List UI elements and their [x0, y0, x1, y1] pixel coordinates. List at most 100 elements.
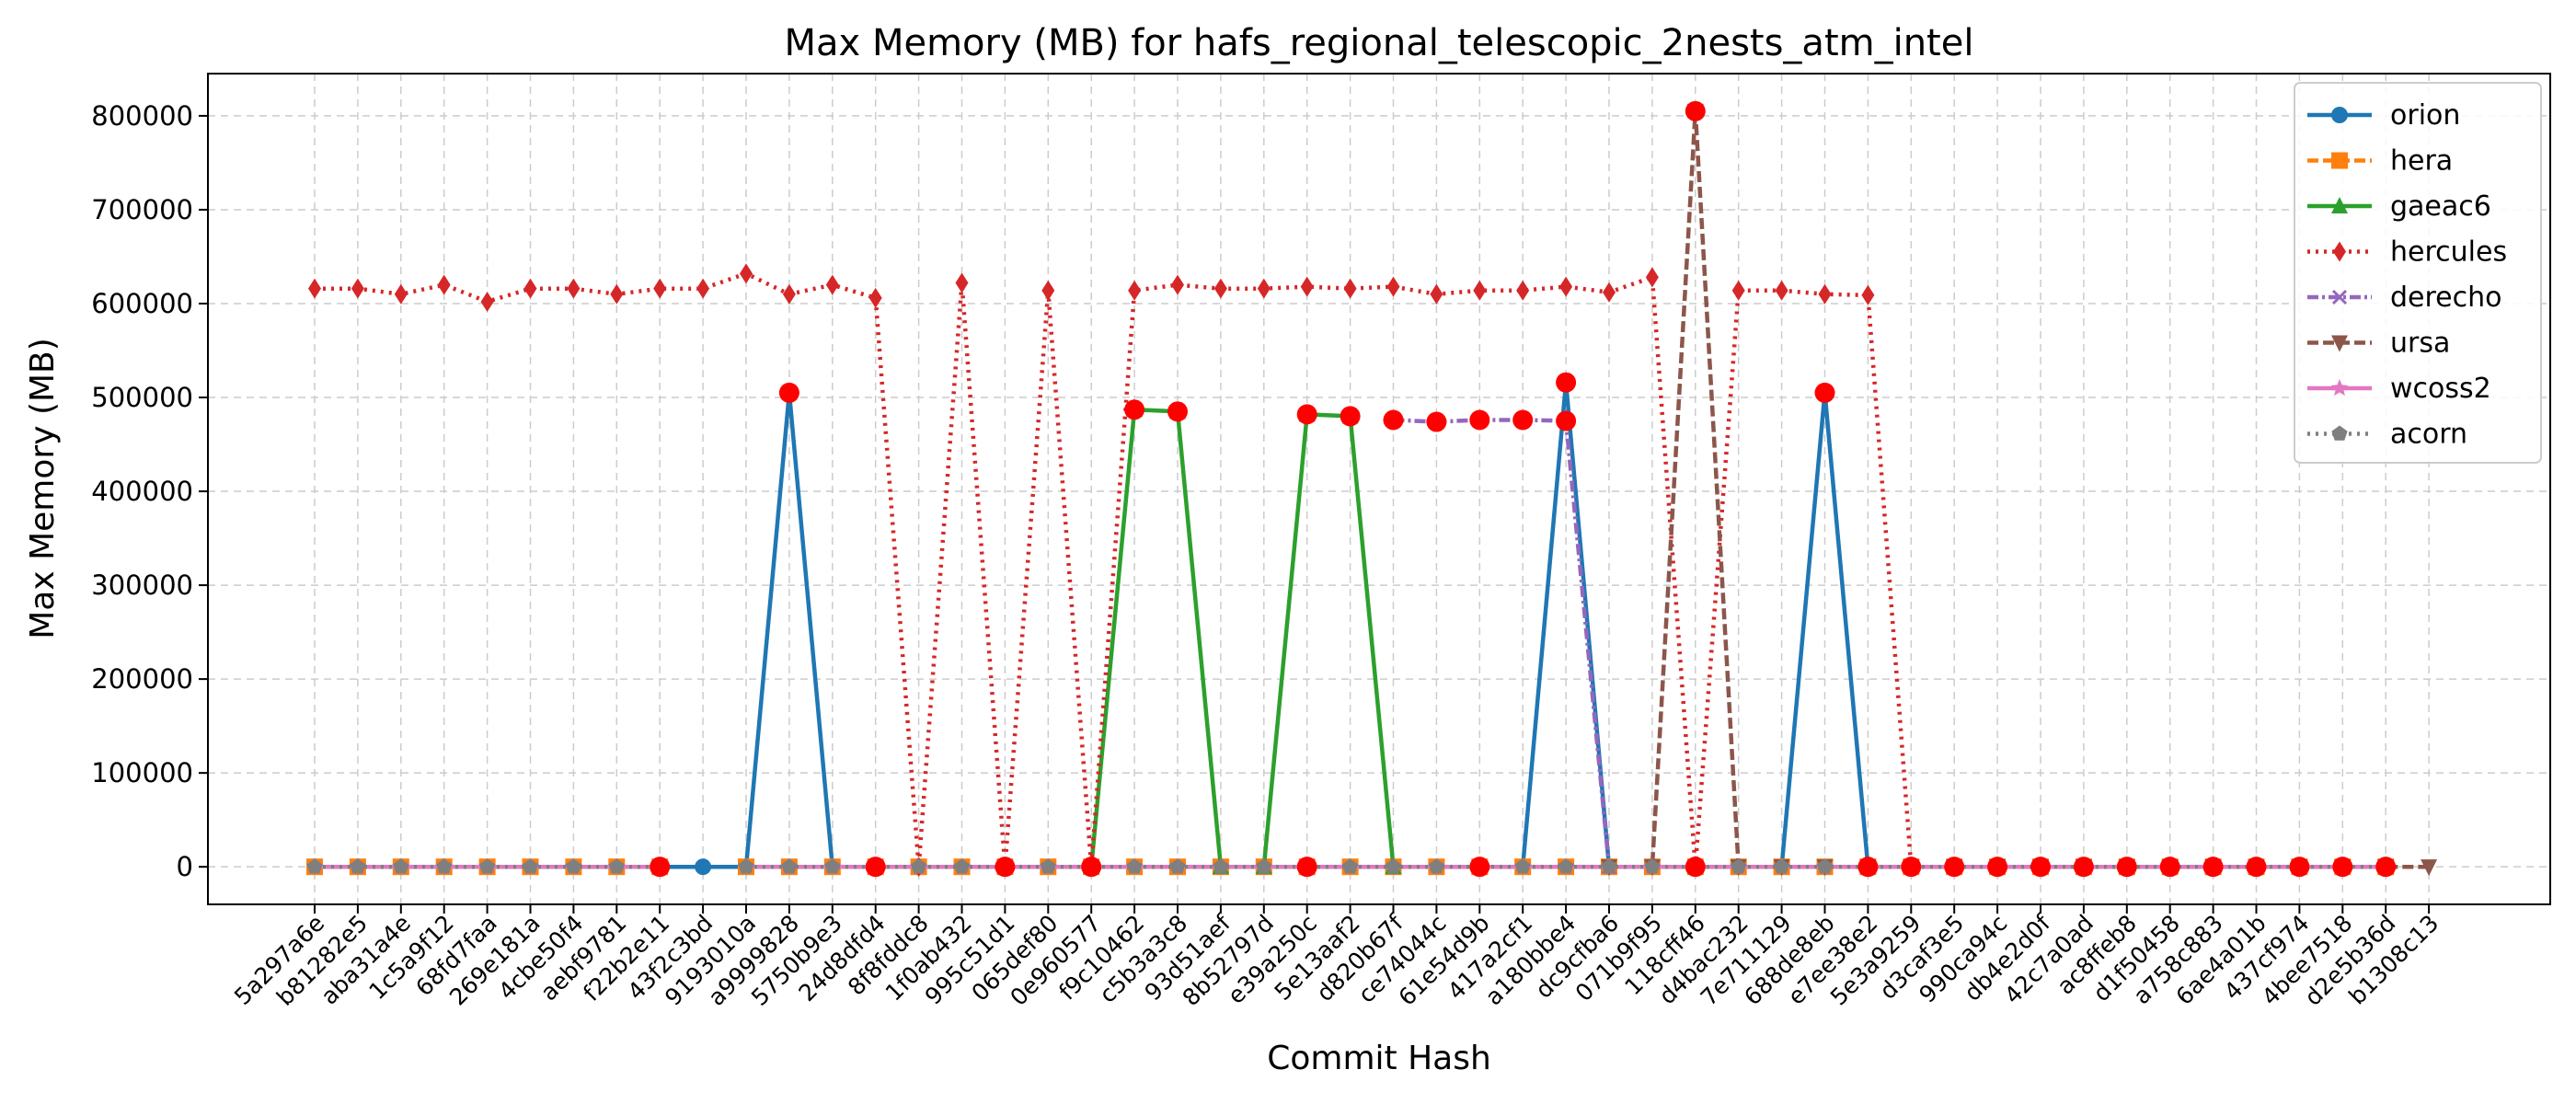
- data-point: [782, 283, 796, 305]
- highlight-point: [1901, 857, 1922, 878]
- legend-marker: [2331, 289, 2348, 305]
- highlight-point: [2073, 857, 2094, 878]
- data-point: [955, 272, 969, 293]
- data-point: [1559, 276, 1573, 297]
- highlight-point: [1556, 410, 1577, 431]
- data-point: [1514, 858, 1531, 874]
- series-hercules: [308, 263, 1918, 878]
- data-point: [1257, 278, 1271, 299]
- highlight-point: [1340, 406, 1361, 427]
- data-point: [1300, 276, 1314, 297]
- data-point: [480, 291, 494, 312]
- y-tick-label: 100000: [91, 757, 193, 788]
- highlight-point: [995, 857, 1016, 878]
- highlight-point: [1469, 857, 1490, 878]
- data-point: [781, 858, 798, 874]
- x-axis-label: Commit Hash: [1267, 1040, 1491, 1077]
- data-point: [1601, 858, 1617, 874]
- legend-item-ursa: ursa: [2307, 328, 2450, 360]
- legend-marker: [2331, 107, 2348, 123]
- highlight-point: [2332, 857, 2353, 878]
- legend-marker: [2331, 152, 2348, 169]
- data-point: [1041, 280, 1055, 301]
- data-point: [1386, 276, 1400, 297]
- legend-item-orion: orion: [2307, 99, 2460, 132]
- data-point: [479, 858, 496, 874]
- legend-marker: [2330, 379, 2349, 397]
- data-point: [1040, 858, 1056, 874]
- legend-item-gaeac6: gaeac6: [2307, 190, 2491, 223]
- data-point: [1473, 280, 1487, 301]
- data-point: [1861, 284, 1875, 305]
- data-point: [1775, 280, 1788, 301]
- data-point: [1213, 278, 1227, 299]
- legend: orion hera gaeac6 hercules derecho ursa wcoss2…: [2294, 82, 2542, 464]
- data-point: [1342, 858, 1359, 874]
- legend-marker: [2331, 335, 2348, 352]
- legend-label: hera: [2390, 145, 2453, 178]
- legend-marker: [2333, 241, 2346, 262]
- data-point: [394, 283, 408, 305]
- legend-item-hercules: hercules: [2307, 236, 2507, 269]
- y-tick-label: 800000: [91, 100, 193, 132]
- legend-label: ursa: [2390, 328, 2450, 360]
- data-point: [610, 283, 624, 305]
- data-point: [306, 858, 323, 874]
- series-line-hercules: [315, 271, 1914, 869]
- legend-label: derecho: [2390, 282, 2502, 314]
- series-gaeac6: [1083, 400, 1402, 875]
- data-point: [1343, 278, 1357, 299]
- data-point: [1428, 858, 1444, 874]
- series-line-orion: [315, 380, 1870, 869]
- data-point: [608, 858, 625, 874]
- x-axis-ticks: 5a297a6eb81282e5aba31a4e1c5a9f1268fd7faa…: [229, 904, 2444, 1011]
- data-point: [1644, 858, 1661, 874]
- legend-label: acorn: [2390, 419, 2467, 451]
- highlight-point: [1426, 411, 1447, 432]
- data-point: [350, 858, 366, 874]
- data-point: [653, 278, 667, 299]
- data-point: [437, 274, 451, 295]
- highlight-point: [865, 857, 886, 878]
- data-point: [1731, 280, 1745, 301]
- data-point: [824, 858, 841, 874]
- data-point: [308, 278, 321, 299]
- data-point: [1169, 858, 1186, 874]
- data-point: [1731, 858, 1747, 874]
- highlight-point: [1383, 409, 1404, 431]
- legend-box: [2294, 82, 2542, 464]
- data-point: [2421, 859, 2438, 877]
- highlight-point: [1167, 401, 1188, 422]
- data-point: [1516, 280, 1530, 301]
- data-point: [1603, 282, 1616, 303]
- highlight-point: [1296, 857, 1317, 878]
- highlight-point: [778, 382, 799, 403]
- data-point: [1385, 858, 1402, 874]
- highlight-point: [1124, 399, 1145, 420]
- data-point: [696, 278, 710, 299]
- data-point: [565, 858, 581, 874]
- data-point: [1171, 274, 1184, 295]
- highlight-point: [1469, 409, 1490, 431]
- y-axis-ticks: 0 100000 200000 300000 400000 500000 600000 700…: [91, 100, 208, 882]
- highlight-point: [2159, 857, 2180, 878]
- data-point: [868, 287, 882, 308]
- data-point: [1816, 858, 1834, 874]
- y-tick-label: 400000: [91, 476, 193, 507]
- y-tick-label: 600000: [91, 288, 193, 319]
- legend-label: orion: [2390, 99, 2460, 132]
- series-line-gaeac6: [1088, 408, 1396, 869]
- highlight-point: [2116, 857, 2137, 878]
- highlight-point: [1512, 409, 1534, 431]
- y-tick-label: 0: [177, 851, 193, 882]
- y-tick-label: 700000: [91, 194, 193, 225]
- highlight-point: [2375, 857, 2397, 878]
- highlight-point: [650, 857, 671, 878]
- chart-title: Max Memory (MB) for hafs_regional_telesc…: [785, 22, 1974, 64]
- highlight-point: [2246, 857, 2267, 878]
- highlight-point: [1685, 100, 1706, 121]
- series-derecho: [1386, 412, 1617, 875]
- highlight-point: [1556, 372, 1577, 393]
- highlight-points: [650, 100, 2397, 878]
